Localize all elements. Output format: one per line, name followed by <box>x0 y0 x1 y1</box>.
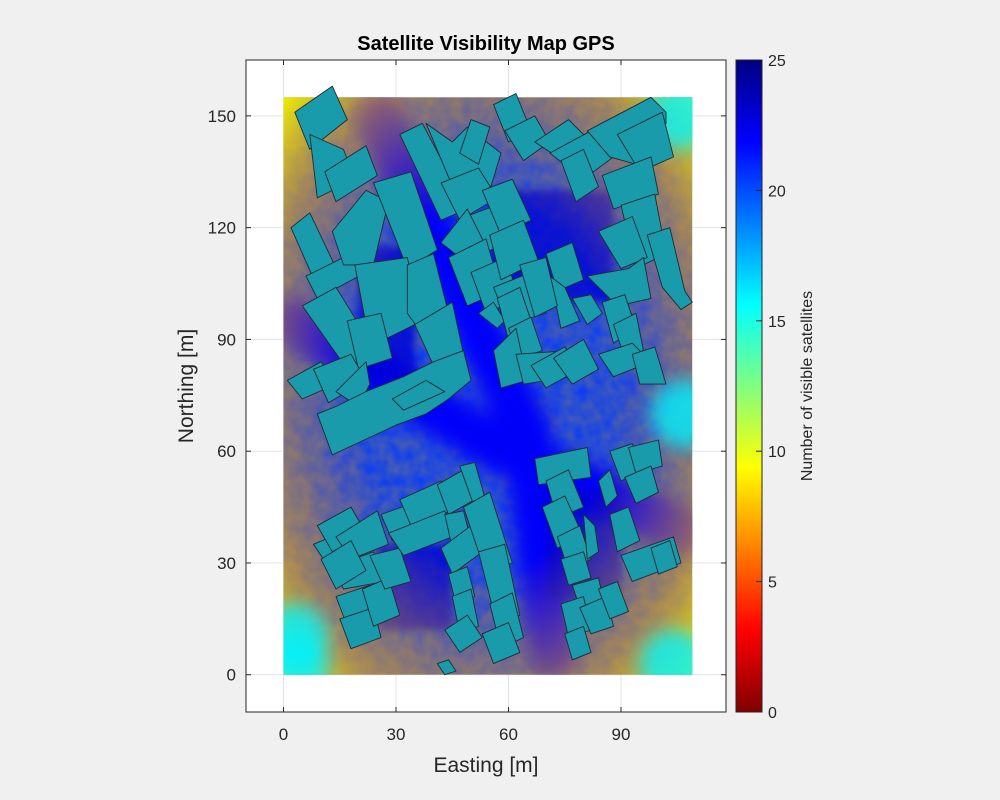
building-se-1 <box>534 447 592 486</box>
y-axis-label: Northing [m] <box>175 329 198 443</box>
x-tick-label-60: 60 <box>499 725 518 744</box>
open-area-1 <box>283 603 329 672</box>
colorbar-tick-label-15: 15 <box>768 314 786 331</box>
building-nw-17 <box>391 379 446 411</box>
building-se-11 <box>609 506 641 553</box>
y-tick-label-90: 90 <box>217 330 236 349</box>
colorbar-tick-label-0: 0 <box>768 705 777 722</box>
edge-open-areas <box>283 97 693 675</box>
building-se-13 <box>650 540 678 575</box>
building-se-6 <box>560 551 592 586</box>
building-sw-8 <box>361 577 401 627</box>
building-n-6 <box>481 178 532 236</box>
y-tick-label-150: 150 <box>208 107 236 126</box>
open-area-4 <box>650 379 693 448</box>
colorbar: 0 5 10 15 20 25 Number of visible satellites <box>735 53 816 722</box>
building-nw-1 <box>294 85 348 150</box>
colorbar-tick-label-5: 5 <box>768 575 777 592</box>
building-ne-13 <box>519 257 558 318</box>
building-nw-10 <box>346 312 393 370</box>
building-ne-3 <box>560 148 599 203</box>
building-nw-16 <box>316 350 472 456</box>
colorbar-tick-label-25: 25 <box>768 53 786 70</box>
building-se-7 <box>598 469 618 508</box>
colorbar-tick-label-10: 10 <box>768 444 786 461</box>
building-nw-6 <box>331 189 389 266</box>
chart-title: Satellite Visibility Map GPS <box>357 33 615 55</box>
building-sw-5 <box>320 540 367 590</box>
y-tick-label-30: 30 <box>217 554 236 573</box>
building-se-10 <box>624 465 659 504</box>
building-ne-25 <box>553 338 599 385</box>
x-tick-label-0: 0 <box>279 725 288 744</box>
building-sw-18 <box>444 614 483 653</box>
building-se-5 <box>583 514 599 560</box>
colorbar-ticks: 0 5 10 15 20 25 <box>756 53 786 722</box>
building-sw-23 <box>481 622 521 665</box>
colorbar-tick-label-20: 20 <box>768 183 786 200</box>
building-ne-14 <box>571 294 603 325</box>
building-sw-24 <box>436 659 457 676</box>
building-footprints <box>286 85 693 676</box>
colorbar-gradient <box>735 59 763 713</box>
building-ne-12 <box>549 275 581 329</box>
x-axis-label: Easting [m] <box>433 754 538 777</box>
y-tick-label-60: 60 <box>217 442 236 461</box>
building-se-9 <box>628 439 663 475</box>
open-area-3 <box>639 629 693 675</box>
building-se-16 <box>564 625 592 661</box>
y-tick-label-120: 120 <box>208 219 236 238</box>
building-ne-6 <box>601 156 659 210</box>
axis-ticks: 0 30 60 90 0 30 60 90 120 150 <box>208 60 726 744</box>
x-tick-label-30: 30 <box>387 725 406 744</box>
axes-box <box>245 59 727 713</box>
building-ne-8 <box>646 227 693 311</box>
x-tick-label-90: 90 <box>612 725 631 744</box>
building-nw-7 <box>373 171 438 270</box>
colorbar-label: Number of visible satellites <box>799 291 816 481</box>
building-ne-9 <box>598 216 648 270</box>
building-nw-3 <box>324 145 378 203</box>
building-sw-9 <box>369 547 412 590</box>
building-se-18 <box>598 581 629 620</box>
building-n-5 <box>459 119 491 165</box>
building-ne-5 <box>616 111 674 173</box>
y-tick-label-0: 0 <box>227 666 236 685</box>
building-ne-18 <box>631 346 667 385</box>
